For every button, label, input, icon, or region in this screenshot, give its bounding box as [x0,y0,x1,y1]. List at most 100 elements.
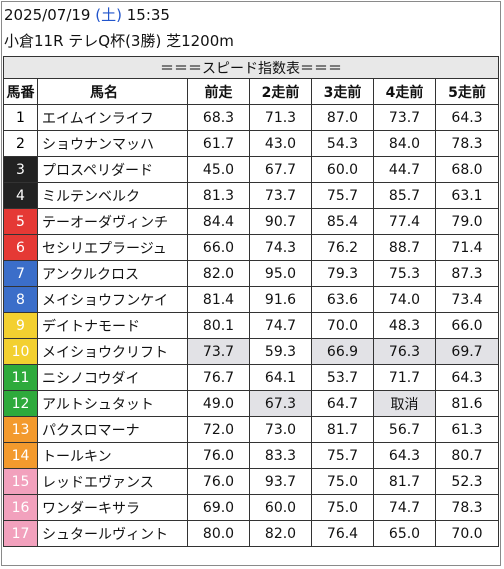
speed-index-5: 78.3 [434,130,500,157]
speed-index-3: 76.4 [311,520,374,547]
race-weekday: (土) [95,6,122,24]
speed-index-3: 75.0 [311,468,374,495]
race-date: 2025/07/19 [4,6,91,24]
table-title: ＝＝＝スピード指数表＝＝＝ [2,56,500,79]
horse-number: 12 [3,390,38,417]
speed-index-4: 85.7 [373,182,436,209]
table-row: 8 メイショウフンケイ 81.4 91.6 63.6 74.0 73.4 [3,286,500,313]
speed-index-2: 60.0 [249,494,312,521]
speed-index-3: 63.6 [311,286,374,313]
horse-number: 11 [3,364,38,391]
table-row: 2 ショウナンマッハ 61.7 43.0 54.3 84.0 78.3 [3,130,500,157]
speed-index-3: 87.0 [311,104,374,131]
col-header-name: 馬名 [37,78,188,105]
table-row: 11 ニシノコウダイ 76.7 64.1 53.7 71.7 64.3 [3,364,500,391]
speed-index-4: 44.7 [373,156,436,183]
speed-index-2: 74.7 [249,312,312,339]
speed-index-4: 75.3 [373,260,436,287]
speed-index-3: 85.4 [311,208,374,235]
speed-index-5: 80.7 [434,442,500,469]
speed-index-1: 76.0 [187,468,250,495]
horse-number: 2 [3,130,38,157]
table-row: 12 アルトシュタット 49.0 67.3 64.7 取消 81.6 [3,390,500,417]
table-row: 13 パクスロマーナ 72.0 73.0 81.7 56.7 61.3 [3,416,500,443]
horse-name: アルトシュタット [37,390,188,417]
speed-index-4: 64.3 [373,442,436,469]
table-row: 16 ワンダーキサラ 69.0 60.0 75.0 74.7 78.3 [3,494,500,521]
horse-number: 7 [3,260,38,287]
speed-index-1: 84.4 [187,208,250,235]
speed-index-5: 66.0 [434,312,500,339]
horse-name: デイトナモード [37,312,188,339]
speed-index-1: 49.0 [187,390,250,417]
horse-number: 5 [3,208,38,235]
speed-index-3: 76.2 [311,234,374,261]
speed-index-5: 61.3 [434,416,500,443]
race-time: 15:35 [126,6,170,24]
speed-index-2: 73.0 [249,416,312,443]
horse-number: 16 [3,494,38,521]
speed-index-4: 71.7 [373,364,436,391]
table-row: 3 プロスペリダード 45.0 67.7 60.0 44.7 68.0 [3,156,500,183]
horse-number: 1 [3,104,38,131]
table-row: 7 アンクルクロス 82.0 95.0 79.3 75.3 87.3 [3,260,500,287]
horse-name: ショウナンマッハ [37,130,188,157]
race-datetime: 2025/07/19 (土) 15:35 [4,5,170,25]
speed-index-4: 取消 [373,390,436,417]
col-header-3back: 3走前 [311,78,374,105]
speed-index-table: ＝＝＝スピード指数表＝＝＝ 馬番 馬名 前走 2走前 3走前 4走前 5走前 1… [2,56,500,547]
horse-name: パクスロマーナ [37,416,188,443]
horse-number: 15 [3,468,38,495]
speed-index-4: 81.7 [373,468,436,495]
speed-index-2: 67.3 [249,390,312,417]
table-row: 5 テーオーダヴィンチ 84.4 90.7 85.4 77.4 79.0 [3,208,500,235]
horse-name: レッドエヴァンス [37,468,188,495]
speed-index-1: 73.7 [187,338,250,365]
horse-name: エイムインライフ [37,104,188,131]
speed-index-4: 84.0 [373,130,436,157]
horse-name: ニシノコウダイ [37,364,188,391]
speed-index-1: 66.0 [187,234,250,261]
speed-index-3: 54.3 [311,130,374,157]
speed-index-5: 63.1 [434,182,500,209]
speed-index-3: 75.7 [311,182,374,209]
speed-index-1: 80.0 [187,520,250,547]
speed-index-2: 83.3 [249,442,312,469]
speed-index-2: 93.7 [249,468,312,495]
speed-index-1: 82.0 [187,260,250,287]
horse-name: シュタールヴィント [37,520,188,547]
horse-name: アンクルクロス [37,260,188,287]
horse-number: 4 [3,182,38,209]
horse-number: 9 [3,312,38,339]
race-title: 小倉11R テレQ杯(3勝) 芝1200m [4,32,234,50]
horse-name: ミルテンベルク [37,182,188,209]
horse-number: 17 [3,520,38,547]
speed-index-4: 77.4 [373,208,436,235]
speed-index-1: 80.1 [187,312,250,339]
speed-index-4: 73.7 [373,104,436,131]
speed-index-1: 76.0 [187,442,250,469]
speed-index-4: 56.7 [373,416,436,443]
speed-index-5: 78.3 [434,494,500,521]
speed-index-4: 48.3 [373,312,436,339]
col-header-4back: 4走前 [373,78,436,105]
speed-index-4: 65.0 [373,520,436,547]
table-row: 9 デイトナモード 80.1 74.7 70.0 48.3 66.0 [3,312,500,339]
horse-number: 6 [3,234,38,261]
table-row: 4 ミルテンベルク 81.3 73.7 75.7 85.7 63.1 [3,182,500,209]
speed-index-2: 64.1 [249,364,312,391]
speed-index-3: 75.0 [311,494,374,521]
speed-index-5: 70.0 [434,520,500,547]
horse-number: 3 [3,156,38,183]
speed-index-2: 91.6 [249,286,312,313]
speed-index-1: 72.0 [187,416,250,443]
horse-name: トールキン [37,442,188,469]
table-row: 10 メイショウクリフト 73.7 59.3 66.9 76.3 69.7 [3,338,500,365]
horse-number: 8 [3,286,38,313]
speed-index-5: 79.0 [434,208,500,235]
speed-index-1: 81.4 [187,286,250,313]
speed-index-2: 73.7 [249,182,312,209]
speed-index-3: 66.9 [311,338,374,365]
horse-name: ワンダーキサラ [37,494,188,521]
